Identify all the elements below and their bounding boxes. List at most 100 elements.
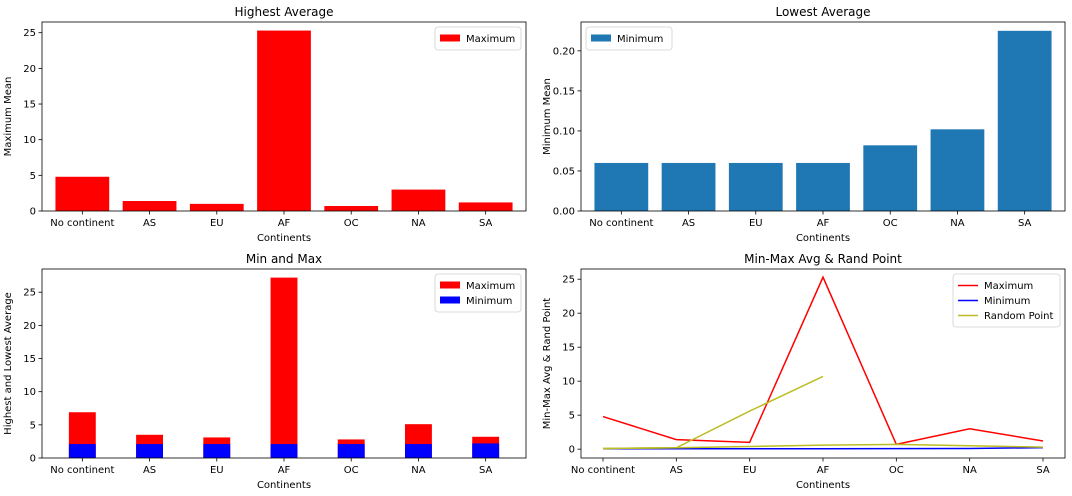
x-tick-label: NA xyxy=(950,218,964,229)
bar-maximum-0 xyxy=(55,176,110,211)
y-axis-label: Maximum Mean xyxy=(3,77,14,157)
bar-minimum-6 xyxy=(472,443,500,458)
x-tick-label: AS xyxy=(143,465,156,476)
legend-label: Minimum xyxy=(617,34,663,45)
bar-minimum-3 xyxy=(796,162,850,211)
y-tick-label: 0 xyxy=(30,207,36,218)
legend: Maximum xyxy=(434,26,522,51)
axes-frame xyxy=(580,21,1066,212)
x-tick-label: NA xyxy=(963,465,977,476)
y-tick-label: 0.10 xyxy=(553,126,575,137)
bar-minimum-5 xyxy=(405,444,432,458)
y-tick-label: 25 xyxy=(23,288,36,299)
x-tick-label: AS xyxy=(682,218,695,229)
chart-2: Lowest Average 0.00 0.05 0.10 0.15 0.20 No con… xyxy=(542,5,1066,244)
legend-swatch xyxy=(591,34,611,42)
y-tick-label: 15 xyxy=(23,100,36,111)
bar-minimum-2 xyxy=(728,162,783,211)
x-tick-label: SA xyxy=(1018,218,1032,229)
chart-title: Highest Average xyxy=(234,5,333,19)
x-axis-label: Continents xyxy=(796,480,850,491)
x-tick-label: AF xyxy=(278,218,291,229)
legend-label: Random Point xyxy=(984,311,1053,322)
legend: Minimum xyxy=(585,26,673,51)
x-tick-label: EU xyxy=(210,218,224,229)
axes-frame xyxy=(41,268,527,459)
x-tick-label: No continent xyxy=(571,465,635,476)
chart-title: Lowest Average xyxy=(775,5,870,19)
y-tick-label: 0.20 xyxy=(553,46,575,57)
x-tick-label: EU xyxy=(749,218,763,229)
bar-minimum-4 xyxy=(863,145,918,211)
axes-frame xyxy=(580,268,1066,459)
y-tick-label: 0.05 xyxy=(553,166,575,177)
legend: Maximum Minimum Random Point xyxy=(952,273,1061,328)
y-tick-label: 15 xyxy=(23,354,36,365)
line-series-0 xyxy=(602,275,1044,446)
line-series-3 xyxy=(602,375,824,450)
bar-minimum-1 xyxy=(661,162,716,211)
chart-title: Min and Max xyxy=(246,252,322,266)
legend: Maximum Minimum xyxy=(434,273,522,313)
bar-maximum-2 xyxy=(189,203,244,211)
x-tick-label: AF xyxy=(278,465,291,476)
y-axis-label: Minimum Mean xyxy=(542,78,553,155)
y-axis-label: Highest and Lowest Average xyxy=(3,292,14,435)
chart-1: Highest Average 0 5 10 15 20 25 No continent AS E… xyxy=(3,5,527,244)
bar-maximum-5 xyxy=(391,189,446,211)
bar-minimum-0 xyxy=(68,444,96,458)
chart-4: Min-Max Avg & Rand Point 0 5 10 15 20 25 No con… xyxy=(542,252,1066,491)
x-tick-label: No continent xyxy=(50,218,114,229)
x-tick-label: OC xyxy=(889,465,904,476)
bar-minimum-4 xyxy=(337,444,365,458)
y-axis-label: Min-Max Avg & Rand Point xyxy=(542,298,553,430)
legend-swatch xyxy=(440,296,460,304)
x-axis-label: Continents xyxy=(257,480,311,491)
legend-label: Maximum xyxy=(984,281,1033,292)
y-tick-label: 0.15 xyxy=(553,86,575,97)
x-axis-label: Continents xyxy=(257,233,311,244)
bar-maximum-3 xyxy=(270,277,298,458)
y-tick-label: 5 xyxy=(30,171,36,182)
x-tick-label: AS xyxy=(670,465,683,476)
y-tick-label: 0 xyxy=(30,454,36,465)
legend-box xyxy=(952,273,1061,328)
x-tick-label: No continent xyxy=(589,218,653,229)
y-tick-label: 5 xyxy=(569,411,575,422)
legend-label: Minimum xyxy=(466,296,512,307)
y-tick-label: 20 xyxy=(23,321,36,332)
y-tick-label: 10 xyxy=(23,135,36,146)
bar-minimum-0 xyxy=(594,162,649,211)
y-tick-label: 10 xyxy=(562,377,575,388)
bar-maximum-1 xyxy=(122,201,177,211)
x-tick-label: SA xyxy=(479,218,493,229)
y-tick-label: 25 xyxy=(23,28,36,39)
x-tick-label: NA xyxy=(411,465,425,476)
y-tick-label: 20 xyxy=(562,309,575,320)
legend-box xyxy=(585,26,673,51)
x-tick-label: SA xyxy=(1036,465,1050,476)
legend-label: Maximum xyxy=(466,34,515,45)
legend-label: Minimum xyxy=(984,296,1030,307)
legend-label: Maximum xyxy=(466,281,515,292)
bar-minimum-3 xyxy=(270,444,298,458)
bar-maximum-4 xyxy=(324,206,379,211)
bar-maximum-6 xyxy=(458,202,513,211)
x-tick-label: EU xyxy=(743,465,757,476)
legend-swatch xyxy=(440,281,460,289)
bar-minimum-6 xyxy=(997,30,1052,211)
y-tick-label: 20 xyxy=(23,64,36,75)
line-series-1 xyxy=(603,446,1044,450)
bar-minimum-5 xyxy=(930,129,985,211)
axes-frame xyxy=(41,21,527,212)
y-tick-label: 0 xyxy=(569,445,575,456)
x-tick-label: OC xyxy=(344,465,359,476)
chart-3: Min and Max 0 5 10 15 20 25 No continent AS EU AF O… xyxy=(3,252,527,491)
x-tick-label: No continent xyxy=(50,465,114,476)
bar-maximum-3 xyxy=(257,30,311,212)
y-tick-label: 0.00 xyxy=(553,207,575,218)
x-axis-label: Continents xyxy=(796,233,850,244)
x-tick-label: OC xyxy=(344,218,359,229)
x-tick-label: SA xyxy=(479,465,493,476)
